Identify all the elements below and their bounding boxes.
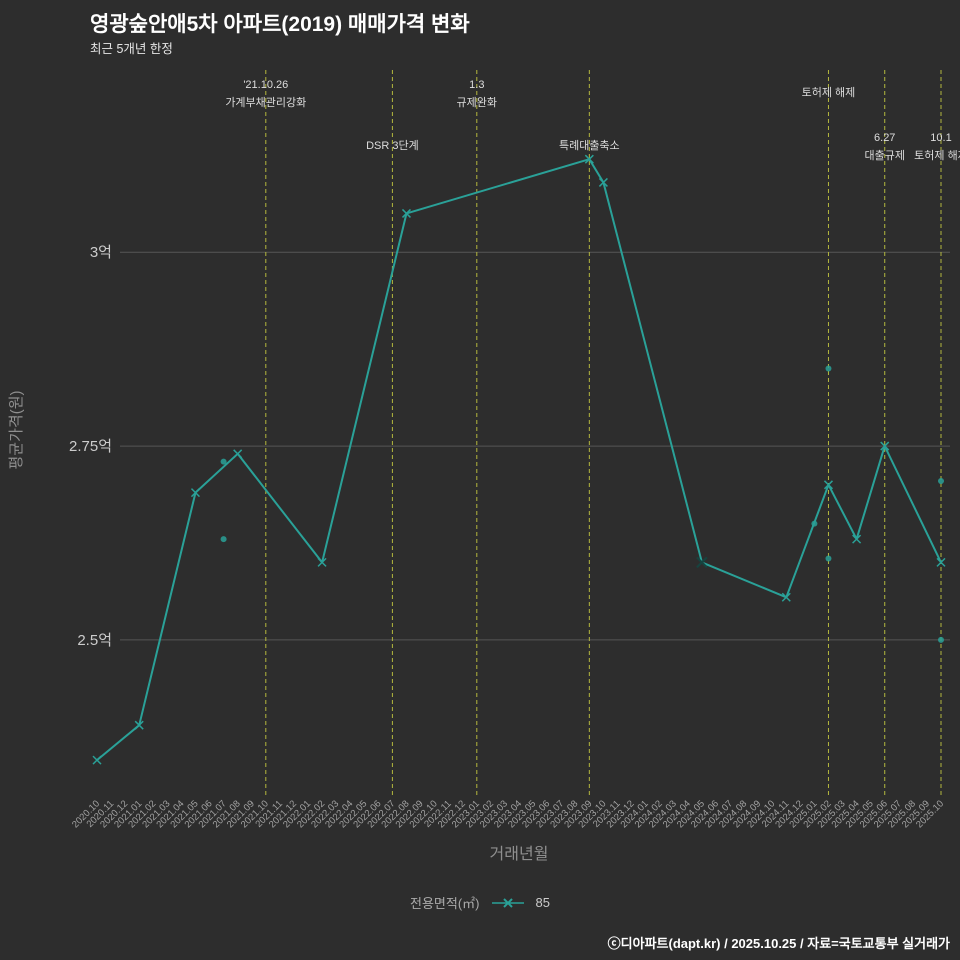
- annotation-label: 규제완화: [457, 96, 497, 109]
- data-point-x-marker: [880, 441, 890, 451]
- y-tick-label: 3억: [90, 244, 112, 261]
- scatter-point: [938, 477, 944, 484]
- scatter-point: [825, 365, 832, 372]
- legend-series-label: 85: [535, 895, 550, 910]
- annotation-label: 토허제 해제: [802, 85, 856, 99]
- data-point-x-marker: [936, 557, 946, 567]
- y-axis-label: 평균가격(원): [8, 390, 25, 470]
- scatter-point: [220, 458, 227, 465]
- annotation-label: 대출규제: [864, 149, 904, 162]
- chart-svg: 3억2.75억2.5억2020.102020.112020.122021.012…: [69, 70, 960, 830]
- data-point-x-marker: [190, 488, 200, 498]
- chart-subtitle: 최근 5개년 한정: [90, 42, 173, 56]
- annotation-label: '21.10.26: [243, 79, 288, 91]
- legend-label: 전용면적(㎡): [410, 896, 480, 911]
- y-tick-label: 2.75억: [69, 438, 112, 455]
- y-tick-label: 2.5억: [77, 632, 112, 649]
- annotation-label: 6.27: [874, 132, 895, 144]
- annotation-label: DSR 3단계: [366, 139, 419, 152]
- data-point-x-marker: [317, 557, 327, 567]
- data-point-x-marker: [401, 208, 411, 218]
- annotation-label: 토허제 해제: [914, 148, 960, 162]
- highlight-x-marker: [696, 556, 708, 569]
- annotation-label: 1.3: [469, 79, 484, 91]
- annotation-label: 가계부채관리강화: [225, 96, 306, 109]
- data-point-x-marker: [852, 534, 862, 544]
- scatter-point: [220, 536, 227, 543]
- annotation-label: 10.1: [930, 132, 951, 144]
- data-point-x-marker: [134, 720, 144, 730]
- price-line: [96, 158, 942, 761]
- data-point-x-marker: [781, 592, 791, 602]
- chart-title: 영광숲안애5차 아파트(2019) 매매가격 변화: [90, 13, 470, 36]
- legend-x-marker-icon: [491, 897, 524, 908]
- scatter-point: [938, 636, 944, 643]
- data-point-x-marker: [823, 480, 833, 490]
- data-point-x-marker: [598, 177, 608, 187]
- scatter-point: [811, 520, 818, 527]
- scatter-point: [825, 555, 832, 562]
- annotation-label: 특례대출축소: [559, 139, 620, 152]
- data-point-x-marker: [233, 449, 243, 459]
- x-axis-label: 거래년월: [489, 846, 549, 863]
- legend[interactable]: 전용면적(㎡) 85: [0, 893, 960, 912]
- data-point-x-marker: [92, 755, 102, 765]
- source-credit: ⓒ디아파트(dapt.kr) / 2025.10.25 / 자료=국토교통부 실…: [607, 936, 950, 951]
- data-point-x-marker: [584, 154, 594, 164]
